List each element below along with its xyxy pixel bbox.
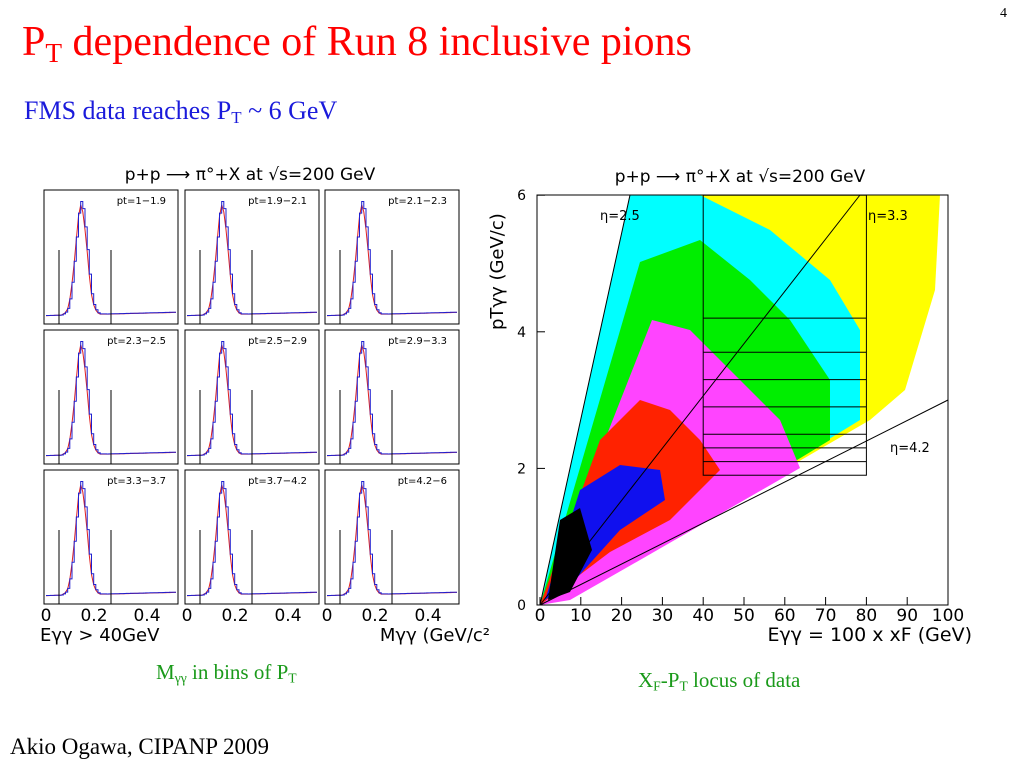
caption-sub: T: [679, 678, 688, 694]
panel-label: pt=2.5−2.9: [248, 336, 307, 347]
y-tick-label: 6: [517, 188, 526, 204]
x-tick-label: 100: [932, 606, 964, 626]
panel-label: pt=3.3−3.7: [107, 476, 166, 487]
x-tick-label: 0: [322, 606, 333, 626]
caption-text: X: [638, 668, 654, 692]
eta-label: η=3.3: [868, 209, 908, 224]
x-tick-label: 40: [692, 606, 714, 626]
subtitle: FMS data reaches PT ~ 6 GeV: [24, 96, 337, 128]
y-tick-label: 0: [517, 598, 526, 614]
right-caption: XF-PT locus of data: [638, 668, 800, 694]
x-tick-label: 20: [611, 606, 633, 626]
panel-label: pt=3.7−4.2: [248, 476, 307, 487]
left-plot-title: p+p ⟶ π°+X at √s=200 GeV: [125, 165, 376, 185]
caption-text: M: [156, 660, 175, 684]
x-tick-label: 70: [815, 606, 837, 626]
caption-text: -P: [660, 668, 680, 692]
eta-line: [539, 194, 631, 606]
panel-label: pt=2.3−2.5: [107, 336, 166, 347]
histogram: [187, 341, 317, 456]
page-number: 4: [1000, 6, 1007, 21]
caption-sub: F: [653, 678, 661, 694]
subtitle-text: ~ 6 GeV: [241, 96, 338, 125]
panel-label: pt=1.9−2.1: [248, 196, 307, 207]
histogram: [46, 481, 176, 596]
histogram: [327, 481, 457, 596]
density-region: [548, 508, 592, 600]
x-tick-label: 0.2: [361, 606, 388, 626]
caption-text: locus of data: [687, 668, 801, 692]
eta-line: [539, 399, 949, 606]
left-caption: Mγγ in bins of PT: [156, 660, 297, 686]
y-tick-label: 4: [517, 325, 526, 341]
caption-text: in bins of P: [186, 660, 289, 684]
caption-sub: γγ: [174, 670, 187, 686]
x-tick-label: 90: [896, 606, 918, 626]
footer: Akio Ogawa, CIPANP 2009: [10, 734, 269, 759]
histogram: [187, 201, 317, 316]
x-tick-label: 0.2: [221, 606, 248, 626]
x-tick-label: 80: [856, 606, 878, 626]
x-tick-label: 60: [774, 606, 796, 626]
histogram: [46, 201, 176, 316]
eta-line: [539, 194, 861, 606]
eta-label: η=4.2: [890, 441, 930, 456]
histogram: [46, 341, 176, 456]
title: PT dependence of Run 8 inclusive pions: [22, 18, 692, 69]
subtitle-sub: T: [231, 108, 242, 128]
x-tick-label: 30: [652, 606, 674, 626]
histogram: [327, 341, 457, 456]
y-label: pTγγ (GeV/c): [487, 213, 508, 330]
panel-label: pt=2.1−2.3: [388, 196, 447, 207]
x-tick-label: 0.4: [133, 606, 160, 626]
subtitle-text: FMS data reaches P: [24, 96, 232, 125]
x-tick-label: 0.2: [80, 606, 107, 626]
x-tick-label: 0: [535, 606, 546, 626]
x-tick-label: 10: [570, 606, 592, 626]
caption-sub: T: [288, 670, 297, 686]
bin-box: [702, 194, 867, 476]
panel-label: pt=4.2−6: [398, 476, 447, 487]
eta-label: η=2.5: [600, 209, 640, 224]
panel-label: pt=2.9−3.3: [388, 336, 447, 347]
histogram: [327, 201, 457, 316]
x-label: Eγγ = 100 x xF (GeV): [767, 624, 972, 646]
title-sub: T: [45, 37, 63, 68]
x-label: Mγγ (GeV/c²: [380, 625, 490, 646]
x-tick-label: 0.4: [274, 606, 301, 626]
y-tick-label: 2: [517, 461, 526, 477]
x-tick-label: 0.4: [414, 606, 441, 626]
x-tick-label: 0: [182, 606, 193, 626]
title-text: P: [22, 19, 46, 65]
x-tick-label: 50: [733, 606, 755, 626]
histogram: [187, 481, 317, 596]
x-tick-label: 0: [41, 606, 52, 626]
title-text: dependence of Run 8 inclusive pions: [62, 19, 692, 65]
panel-label: pt=1−1.9: [117, 196, 166, 207]
x-label: Eγγ > 40GeV: [40, 625, 160, 646]
right-plot-title: p+p ⟶ π°+X at √s=200 GeV: [615, 167, 866, 187]
